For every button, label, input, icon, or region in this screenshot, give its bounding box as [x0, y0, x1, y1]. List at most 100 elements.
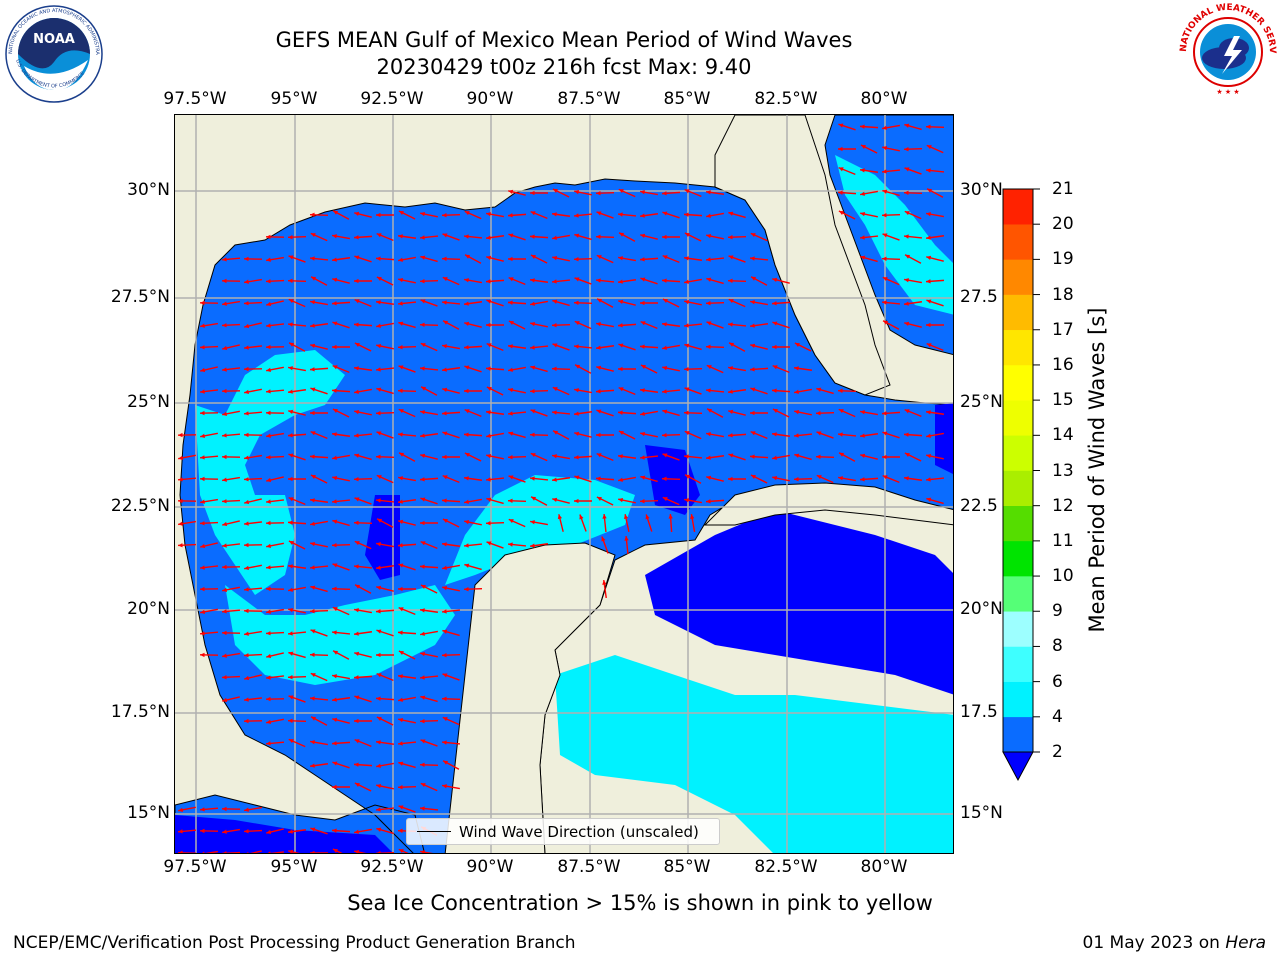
wind-wave-arrow: [508, 256, 526, 262]
wind-wave-arrow: [926, 144, 944, 154]
colorbar-segment: [1003, 329, 1033, 366]
wind-wave-arrow: [859, 235, 879, 240]
wind-wave-arrow: [376, 518, 394, 528]
wind-wave-arrow: [331, 697, 351, 702]
wind-wave-arrow: [640, 320, 658, 330]
wind-wave-arrow: [309, 212, 329, 218]
wind-wave-arrow: [266, 542, 284, 548]
wind-wave-arrow: [354, 211, 372, 218]
low-zone-caribbean: [645, 510, 953, 695]
wind-wave-arrow: [595, 234, 615, 240]
wind-wave-arrow: [288, 738, 306, 748]
lat-label-right: 22.5: [960, 496, 998, 516]
wind-wave-arrow: [265, 389, 285, 394]
wind-wave-arrow: [309, 565, 329, 570]
wind-wave-arrow: [420, 584, 438, 594]
wind-wave-arrow: [398, 256, 416, 262]
wind-wave-arrow: [353, 433, 373, 438]
wind-wave-arrow: [287, 322, 307, 327]
wind-wave-arrow: [376, 431, 394, 439]
wind-wave-arrow: [860, 410, 878, 416]
wind-wave-arrow: [508, 189, 526, 196]
wind-wave-arrow: [287, 674, 307, 680]
wind-wave-arrow: [222, 476, 240, 482]
wind-wave-arrow: [266, 300, 284, 307]
wind-wave-arrow: [486, 541, 504, 549]
wind-wave-arrow: [529, 432, 549, 438]
wind-wave-arrow: [420, 211, 438, 218]
wind-wave-arrow: [309, 608, 329, 614]
wind-wave-arrow: [244, 278, 262, 284]
wind-wave-arrow: [221, 454, 241, 460]
wind-wave-arrow: [420, 540, 438, 550]
chart-subtitle: 20230429 t00z 216h fcst Max: 9.40: [376, 55, 752, 79]
wind-wave-arrow: [332, 277, 350, 284]
wind-wave-arrow: [265, 520, 285, 526]
wind-wave-arrow: [508, 276, 526, 286]
wind-wave-arrow: [464, 452, 482, 462]
wind-wave-arrow: [332, 606, 350, 616]
wind-wave-arrow: [728, 476, 746, 482]
wind-wave-arrow: [596, 496, 614, 506]
wind-wave-arrow: [640, 277, 658, 285]
colorbar-tick-label: 16: [1052, 354, 1074, 375]
wind-wave-arrow: [265, 565, 285, 570]
wind-wave-arrow: [882, 431, 900, 439]
wind-wave-arrow: [310, 410, 328, 416]
wind-wave-arrow: [221, 630, 241, 636]
wind-wave-arrow: [288, 849, 300, 853]
wind-wave-arrow: [837, 432, 857, 437]
wind-wave-arrow: [310, 716, 328, 726]
wind-wave-arrow: [331, 542, 351, 548]
wind-wave-arrow: [376, 212, 394, 218]
lon-label-top: 80°W: [860, 89, 908, 109]
wind-wave-arrow: [331, 257, 351, 262]
credit-left: NCEP/EMC/Verification Post Processing Pr…: [13, 933, 576, 953]
wind-wave-arrow: [419, 322, 439, 328]
wind-wave-arrow: [838, 476, 856, 482]
wind-wave-arrow: [903, 190, 923, 196]
wind-wave-arrow: [441, 256, 461, 262]
colorbar-segment: [1003, 189, 1033, 225]
wind-wave-arrow: [574, 233, 592, 241]
wind-wave-arrow: [243, 542, 263, 548]
lon-label-top: 87.5°W: [557, 89, 621, 109]
wind-wave-arrow: [573, 213, 593, 218]
wind-wave-arrow: [375, 410, 395, 416]
wind-wave-arrow: [530, 254, 548, 264]
wind-wave-arrow: [601, 536, 609, 554]
wind-wave-arrow: [266, 366, 284, 372]
wind-wave-arrow: [288, 496, 306, 506]
wind-wave-arrow: [354, 782, 372, 792]
wind-wave-arrow: [640, 475, 658, 483]
wind-wave-arrow: [221, 543, 241, 548]
wind-wave-arrow: [706, 408, 724, 418]
wind-wave-arrow: [750, 300, 768, 306]
wind-wave-arrow: [288, 342, 306, 352]
wind-wave-arrow: [397, 234, 417, 239]
wind-wave-arrow: [705, 388, 725, 393]
wind-wave-arrow: [398, 476, 416, 482]
wind-wave-arrow: [243, 256, 263, 262]
wind-wave-arrow: [332, 475, 350, 482]
wind-wave-arrow: [265, 499, 285, 504]
wind-wave-arrow: [376, 827, 394, 835]
wind-wave-arrow: [420, 255, 438, 263]
wind-wave-arrow: [309, 652, 329, 658]
wind-wave-arrow: [288, 651, 306, 659]
wind-wave-arrow: [464, 498, 482, 504]
wind-wave-arrow: [904, 254, 922, 264]
wind-wave-arrow: [222, 520, 240, 527]
colorbar-tick-label: 11: [1052, 530, 1074, 551]
wind-wave-arrow: [244, 630, 262, 636]
wind-wave-arrow: [573, 300, 593, 306]
wind-wave-arrow: [376, 232, 394, 242]
lat-label-right: 15°N: [960, 803, 1003, 823]
wind-wave-arrow: [486, 322, 504, 328]
wind-wave-arrow: [221, 609, 241, 614]
colorbar-segment: [1003, 224, 1033, 260]
wind-wave-arrow: [265, 344, 285, 350]
wind-wave-arrow: [668, 513, 673, 533]
wind-wave-arrow: [859, 124, 879, 129]
wind-wave-arrow: [595, 345, 615, 350]
